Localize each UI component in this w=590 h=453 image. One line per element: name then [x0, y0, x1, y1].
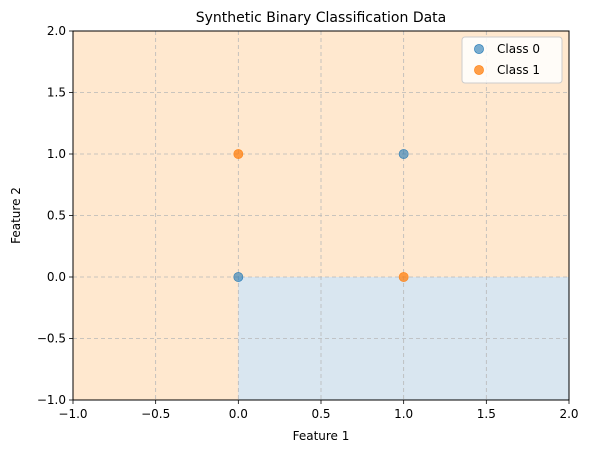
y-tick-label: −1.0	[37, 393, 66, 407]
x-tick-label: 2.0	[559, 407, 578, 421]
y-tick-label: 1.0	[47, 147, 66, 161]
chart-title: Synthetic Binary Classification Data	[196, 10, 447, 26]
point-class-1-0	[233, 149, 244, 159]
y-tick-label: 2.0	[47, 24, 66, 38]
y-tick-label: 0.0	[47, 270, 66, 284]
x-tick-label: −0.5	[141, 407, 170, 421]
y-axis-label: Feature 2	[9, 187, 23, 244]
y-tick-label: 1.5	[47, 86, 66, 100]
legend-label: Class 1	[497, 63, 540, 77]
point-class-0-1	[398, 149, 409, 159]
x-tick-label: 0.5	[311, 407, 330, 421]
data-points	[233, 149, 409, 282]
x-tick-label: 1.0	[394, 407, 413, 421]
y-axis-ticks: −1.0 −0.5 0.0 0.5 1.0 1.5 2.0	[37, 24, 73, 407]
x-tick-label: 0.0	[229, 407, 248, 421]
point-class-1-1	[398, 272, 409, 282]
point-class-0-0	[233, 272, 244, 282]
y-tick-label: −0.5	[37, 332, 66, 346]
x-tick-label: 1.5	[477, 407, 496, 421]
legend-marker	[474, 65, 484, 75]
y-tick-label: 0.5	[47, 209, 66, 223]
x-tick-label: −1.0	[58, 407, 87, 421]
x-axis-label: Feature 1	[293, 429, 350, 443]
legend-box	[461, 36, 563, 84]
x-axis-ticks: −1.0 −0.5 0.0 0.5 1.0 1.5 2.0	[58, 400, 579, 421]
legend-marker	[474, 44, 484, 54]
legend: Class 0 Class 1	[461, 36, 563, 84]
legend-label: Class 0	[497, 42, 540, 56]
grid	[73, 31, 569, 400]
